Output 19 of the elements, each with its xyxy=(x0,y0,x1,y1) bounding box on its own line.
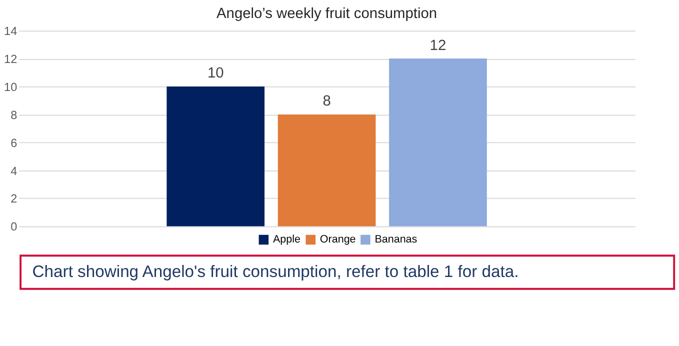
data-label: 10 xyxy=(207,66,224,82)
y-tick-label: 2 xyxy=(10,192,18,206)
chart-title: Angelo’s weekly fruit consumption xyxy=(216,6,438,22)
legend-label: Orange xyxy=(320,234,356,246)
text: Chart showing Angelo's fruit consumption, refer to table 1 for data. xyxy=(32,262,519,282)
y-tick-label: 12 xyxy=(4,52,18,66)
legend-label: Apple xyxy=(272,234,300,246)
data-label: 8 xyxy=(322,94,331,110)
y-tick-label: 4 xyxy=(10,164,18,178)
y-tick-label: 10 xyxy=(4,80,18,94)
y-tick-label: 14 xyxy=(4,25,18,38)
bar xyxy=(166,86,265,226)
bar xyxy=(278,114,376,226)
y-tick-label: 6 xyxy=(10,136,18,150)
bar xyxy=(389,58,487,226)
y-tick-label: 8 xyxy=(10,108,18,122)
legend-label: Bananas xyxy=(374,234,418,246)
y-tick-label: 0 xyxy=(10,220,18,234)
data-label: 12 xyxy=(430,38,446,54)
